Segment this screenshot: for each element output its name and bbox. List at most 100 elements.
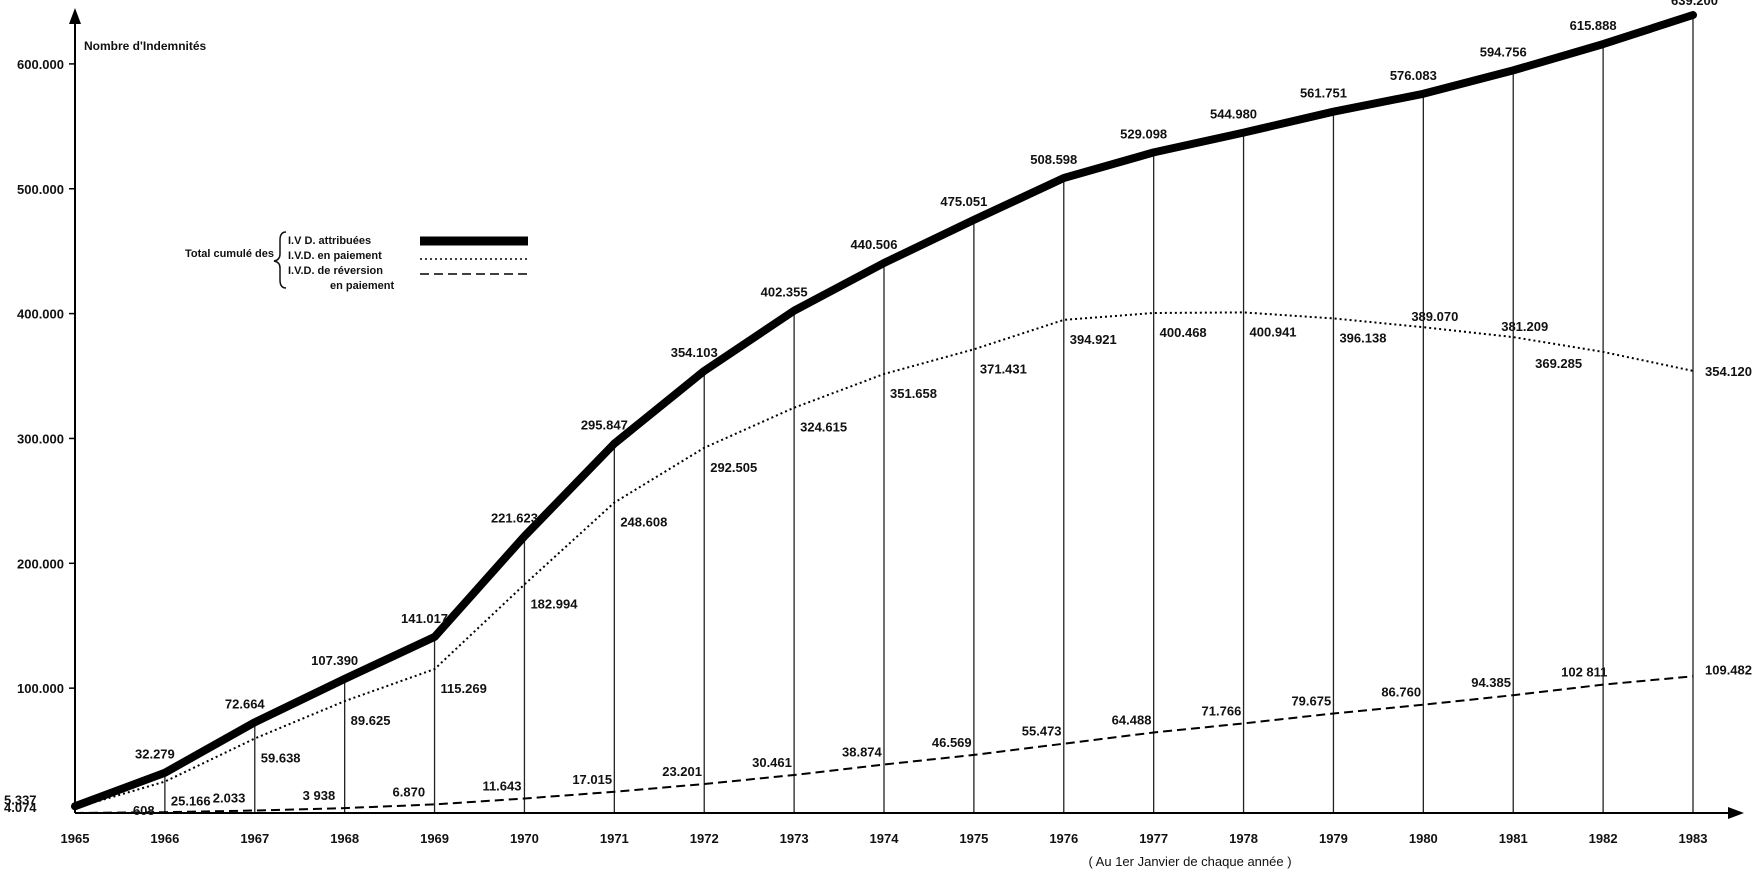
x-tick-label: 1969 [420, 831, 449, 846]
data-label: 107.390 [311, 653, 358, 668]
legend-brace [273, 231, 287, 289]
y-axis-title: Nombre d'Indemnités [84, 39, 207, 53]
data-label: 64.488 [1112, 712, 1152, 727]
data-label: 292.505 [710, 460, 757, 475]
data-label: 2.033 [213, 790, 246, 805]
y-tick-labels: 100.000 200.000 300.000 400.000 500.000 600.0… [17, 57, 75, 696]
data-label: 400.941 [1250, 324, 1297, 339]
data-label: 389.070 [1411, 309, 1458, 324]
data-label: 371.431 [980, 361, 1027, 376]
legend-label-attribuees: I.V D. attribuées [288, 235, 371, 247]
data-label: 23.201 [662, 764, 702, 779]
legend-prefix: Total cumulé des [185, 248, 274, 260]
data-label: 248.608 [620, 515, 667, 530]
x-tick-label: 1972 [690, 831, 719, 846]
axes [69, 8, 1744, 819]
data-label: 295.847 [581, 418, 628, 433]
data-label: 30.461 [752, 755, 792, 770]
x-tick-label: 1967 [240, 831, 269, 846]
y-tick-label: 500.000 [17, 182, 64, 197]
x-tick-label: 1973 [780, 831, 809, 846]
x-tick-label: 1971 [600, 831, 629, 846]
data-label: 46.569 [932, 735, 972, 750]
x-tick-label: 1974 [870, 831, 900, 846]
x-axis-arrow [1728, 807, 1744, 819]
data-label: 529.098 [1120, 126, 1167, 141]
data-label: 94.385 [1471, 675, 1511, 690]
y-tick-label: 600.000 [17, 57, 64, 72]
data-label: 182.994 [530, 597, 578, 612]
data-label: 369.285 [1535, 356, 1582, 371]
data-label: 72.664 [225, 696, 266, 711]
x-tick-label: 1981 [1499, 831, 1528, 846]
data-label: 400.468 [1160, 325, 1207, 340]
legend-label-reversion-2: en paiement [330, 280, 395, 292]
y-tick-label: 100.000 [17, 681, 64, 696]
data-label: 86.760 [1381, 685, 1421, 700]
data-label: 109.482 [1705, 662, 1752, 677]
data-label: 354.103 [671, 345, 718, 360]
data-labels: 5.337 32.279 72.664 107.390 141.017 221.623 29… [4, 0, 1752, 818]
data-label: 351.658 [890, 386, 937, 401]
data-label: 4.074 [4, 800, 37, 815]
x-tick-label: 1968 [330, 831, 359, 846]
data-label: 17.015 [572, 772, 612, 787]
data-label: 440.506 [851, 237, 898, 252]
x-tick-label: 1975 [959, 831, 988, 846]
data-label: 615.888 [1570, 18, 1617, 33]
data-label: 3 938 [303, 788, 336, 803]
data-label: 141.017 [401, 611, 448, 626]
data-label: 79.675 [1291, 694, 1331, 709]
data-label: 55.473 [1022, 724, 1062, 739]
data-label: 544.980 [1210, 107, 1257, 122]
x-tick-labels: 1965 1966 1967 1968 1969 1970 1971 1972 1973 1974… [61, 831, 1708, 846]
y-tick-label: 200.000 [17, 556, 64, 571]
x-tick-label: 1976 [1049, 831, 1078, 846]
data-label: 115.269 [441, 681, 487, 696]
data-label: 394.921 [1070, 332, 1117, 347]
data-label: 89.625 [351, 713, 391, 728]
data-label: 561.751 [1300, 86, 1347, 101]
data-label: 32.279 [135, 747, 175, 762]
data-label: 324.615 [800, 420, 847, 435]
year-gridlines [164, 14, 1694, 813]
x-tick-label: 1970 [510, 831, 539, 846]
data-label: 639.200 [1671, 0, 1718, 8]
y-tick-label: 300.000 [17, 431, 64, 446]
x-tick-label: 1966 [150, 831, 179, 846]
data-label: 25.166 [171, 794, 211, 809]
data-label: 402.355 [761, 285, 808, 300]
data-label: 6.870 [393, 784, 426, 799]
data-label: 576.083 [1390, 68, 1437, 83]
x-tick-label: 1982 [1589, 831, 1618, 846]
x-tick-label: 1978 [1229, 831, 1258, 846]
data-label: 608 [133, 803, 155, 818]
x-axis-title: ( Au 1er Janvier de chaque année ) [1088, 854, 1291, 869]
y-axis-arrow [69, 8, 81, 24]
data-label: 5.337 [4, 792, 37, 807]
data-label: 71.766 [1202, 703, 1242, 718]
data-label: 221.623 [491, 510, 538, 525]
series-line-3 [74, 675, 1694, 814]
data-label: 594.756 [1480, 44, 1527, 59]
data-label: 354.120 [1705, 364, 1752, 379]
legend-label-reversion: I.V.D. de réversion [288, 265, 383, 277]
x-tick-label: 1965 [61, 831, 90, 846]
data-label: 475.051 [940, 194, 987, 209]
data-label: 508.598 [1030, 152, 1077, 167]
series-lines [71, 11, 1697, 814]
data-label: 38.874 [842, 744, 883, 759]
data-label: 59.638 [261, 751, 301, 766]
series-line-1 [71, 11, 1697, 811]
series-line-2 [74, 311, 1694, 809]
x-tick-label: 1977 [1139, 831, 1168, 846]
x-tick-label: 1980 [1409, 831, 1438, 846]
legend-label-paiement: I.V.D. en paiement [288, 250, 382, 262]
data-label: 396.138 [1339, 330, 1386, 345]
data-label: 11.643 [482, 778, 521, 793]
data-label: 381.209 [1501, 319, 1548, 334]
data-label: 102 811 [1561, 665, 1607, 680]
x-tick-label: 1979 [1319, 831, 1348, 846]
x-tick-label: 1983 [1679, 831, 1708, 846]
